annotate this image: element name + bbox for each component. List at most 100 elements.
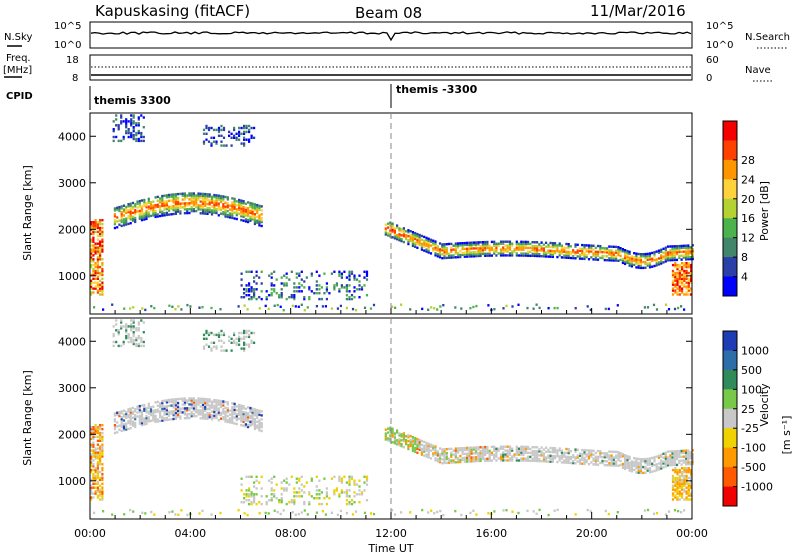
power-cell: [320, 286, 323, 289]
power-cell: [120, 207, 123, 210]
power-cell: [468, 241, 471, 244]
velocity-cell: [508, 459, 512, 462]
velocity-cell: [365, 499, 369, 502]
power-cell: [333, 270, 336, 273]
power-cell: [96, 281, 99, 284]
power-cell: [161, 200, 164, 204]
power-cell: [315, 305, 318, 308]
velocity-cell: [222, 408, 225, 411]
power-cell: [264, 304, 267, 308]
power-cell: [551, 242, 554, 245]
velocity-cell: [488, 451, 491, 454]
velocity-cell: [472, 446, 475, 449]
velocity-cell: [529, 451, 532, 455]
power-cell: [253, 126, 256, 130]
velocity-cell: [466, 458, 469, 461]
power-cell: [683, 293, 686, 296]
velocity-cell: [447, 457, 451, 460]
power-cell: [137, 139, 140, 143]
velocity-cell: [630, 460, 633, 463]
power-cell: [425, 238, 428, 241]
velocity-cell: [147, 420, 150, 423]
power-colorbar-label: Power [dB]: [758, 181, 771, 241]
power-cell: [673, 251, 676, 254]
velocity-cell: [293, 495, 296, 498]
velocity-cell: [691, 456, 694, 460]
power-cell: [202, 128, 206, 132]
velocity-cell: [204, 405, 207, 409]
velocity-cell: [583, 452, 586, 456]
velocity-cell: [195, 405, 198, 408]
power-cell: [466, 253, 469, 256]
power-cell: [678, 281, 681, 284]
power-cell: [517, 242, 521, 245]
power-cell: [205, 132, 208, 135]
velocity-cell: [508, 453, 512, 456]
power-cell: [689, 252, 692, 255]
velocity-cell: [681, 496, 684, 499]
power-cell: [681, 275, 684, 279]
velocity-cell: [195, 414, 198, 418]
velocity-cell: [338, 495, 341, 498]
velocity-cell: [94, 468, 97, 472]
velocity-colorbar: Velocity [m s⁻¹] 100050010025-25-100-500…: [722, 330, 793, 507]
power-cell: [405, 234, 408, 237]
velocity-ytick-label-1000: 1000: [58, 475, 86, 488]
velocity-cell: [443, 448, 446, 451]
velocity-cell: [599, 451, 602, 455]
power-cell: [260, 218, 263, 222]
power-cell: [163, 212, 166, 215]
velocity-cell: [213, 414, 216, 417]
velocity-cell: [132, 331, 135, 334]
velocity-cell: [192, 407, 195, 410]
power-cell: [592, 252, 595, 255]
velocity-cell: [256, 408, 259, 412]
power-cell: [94, 248, 97, 251]
velocity-cell: [204, 397, 207, 401]
velocity-cell: [333, 475, 336, 478]
power-cell: [560, 256, 563, 259]
velocity-cell: [131, 410, 135, 414]
power-cell: [475, 253, 478, 256]
velocity-cell: [423, 440, 426, 444]
nave-label: Nave: [745, 65, 771, 76]
power-cell: [508, 254, 512, 257]
velocity-cell: [122, 425, 126, 428]
power-cell: [365, 272, 369, 275]
power-cell: [398, 227, 401, 230]
velocity-cell: [290, 475, 293, 478]
power-cell: [690, 275, 693, 279]
power-cell: [363, 276, 366, 279]
velocity-cell: [201, 401, 205, 404]
power-cell: [229, 208, 232, 211]
velocity-cell: [243, 341, 246, 344]
power-cell: [646, 258, 649, 261]
velocity-cell: [235, 405, 238, 408]
power-cell: [515, 248, 518, 251]
velocity-cell: [459, 454, 462, 458]
power-cell: [678, 277, 681, 280]
velocity-cell: [393, 442, 396, 445]
power-cell: [298, 282, 301, 285]
velocity-cell: [190, 412, 193, 416]
velocity-cell: [542, 448, 545, 451]
power-cell: [443, 243, 446, 246]
power-cell: [674, 275, 677, 279]
velocity-cell: [243, 331, 246, 335]
power-cell: [673, 249, 676, 252]
velocity-cell: [418, 438, 421, 442]
velocity-cell: [674, 484, 677, 487]
power-cell: [181, 206, 184, 209]
velocity-cell: [348, 483, 351, 486]
power-cell: [177, 202, 180, 205]
power-cell: [630, 259, 633, 262]
power-cell: [434, 240, 437, 243]
velocity-cell: [99, 445, 102, 448]
power-cell: [313, 292, 316, 295]
velocity-cell: [138, 404, 141, 408]
power-cell: [607, 307, 610, 311]
power-cell: [101, 248, 104, 251]
velocity-cell: [145, 418, 148, 422]
velocity-cell: [675, 452, 679, 455]
